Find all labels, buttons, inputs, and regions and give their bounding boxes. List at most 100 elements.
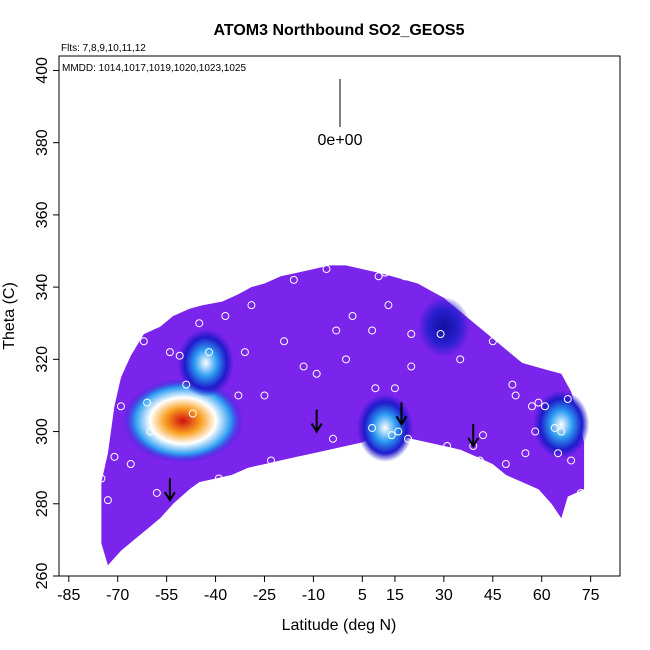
data-point <box>521 449 530 458</box>
data-point <box>368 423 377 432</box>
y-tick-label: 300 <box>34 418 51 445</box>
data-point <box>407 362 416 371</box>
data-point <box>576 488 585 497</box>
x-tick-label: 60 <box>533 587 551 604</box>
hotspot-4 <box>417 296 470 357</box>
data-point <box>554 449 563 458</box>
data-point <box>312 369 321 378</box>
arrow-3 <box>467 424 480 448</box>
data-point <box>139 337 148 346</box>
data-point <box>267 456 276 465</box>
data-point <box>143 398 152 407</box>
data-point <box>436 330 445 339</box>
y-axis-title: Theta (C) <box>1 282 18 350</box>
data-point <box>152 488 161 497</box>
data-point <box>280 337 289 346</box>
data-point <box>384 301 393 310</box>
hotspot-0 <box>122 378 243 463</box>
x-tick-label: -10 <box>302 587 325 604</box>
data-point <box>289 275 298 284</box>
data-point <box>332 326 341 335</box>
data-point <box>371 384 380 393</box>
x-tick-label: -85 <box>57 587 80 604</box>
data-point <box>221 312 230 320</box>
data-point <box>390 384 399 393</box>
data-point <box>537 355 546 364</box>
data-point <box>165 348 174 357</box>
x-axis: -85 -70 -55 -40 -25 -10 5 15 30 45 60 75 <box>57 576 600 604</box>
data-point <box>443 442 452 450</box>
data-point <box>126 460 135 469</box>
x-tick-label: -70 <box>106 587 129 604</box>
data-point <box>260 391 269 400</box>
arrow-2 <box>395 402 408 427</box>
chart-title: ATOM3 Northbound SO2_GEOS5 <box>214 22 465 39</box>
y-tick-label: 320 <box>34 346 51 373</box>
heatmap-field <box>101 265 590 566</box>
data-point <box>459 452 468 461</box>
data-point <box>527 402 536 411</box>
data-point <box>426 279 435 288</box>
data-point <box>479 431 488 440</box>
x-axis-title: Latitude (deg N) <box>282 617 397 634</box>
data-point <box>328 434 337 443</box>
data-point <box>403 434 412 443</box>
data-point <box>195 319 204 328</box>
data-point <box>175 351 184 360</box>
data-point <box>475 456 484 465</box>
plot-frame <box>58 55 621 577</box>
data-point <box>567 456 576 465</box>
observation-points <box>97 265 585 505</box>
data-point <box>110 452 119 461</box>
data-point <box>381 268 390 277</box>
y-tick-label: 280 <box>34 490 51 517</box>
x-tick-label: 30 <box>435 587 453 604</box>
hotspot-3 <box>533 390 590 459</box>
data-point <box>231 474 240 483</box>
data-point <box>534 398 543 407</box>
data-point <box>540 402 549 411</box>
data-point <box>557 427 566 436</box>
data-point <box>368 326 377 335</box>
data-point <box>488 337 497 346</box>
data-point <box>234 391 243 400</box>
hotspot-1 <box>177 328 234 397</box>
data-point <box>348 312 357 320</box>
x-tick-label: 15 <box>386 587 404 604</box>
data-point <box>182 380 191 389</box>
x-tick-label: 75 <box>582 587 600 604</box>
data-point <box>116 402 125 411</box>
data-point <box>103 496 112 505</box>
data-point <box>508 380 517 389</box>
flight-arrows <box>164 402 480 503</box>
data-point <box>400 272 409 281</box>
data-point <box>501 460 510 469</box>
data-point <box>240 348 249 357</box>
y-tick-label: 340 <box>34 274 51 301</box>
x-tick-label: -55 <box>155 587 178 604</box>
data-point <box>387 431 396 440</box>
data-point <box>456 355 465 364</box>
dates-annotation: MMDD: 1014,1017,1019,1020,1023,1025 <box>62 63 246 74</box>
data-point <box>394 427 403 436</box>
y-tick-label: 260 <box>34 563 51 590</box>
data-point <box>563 395 572 404</box>
data-point <box>407 330 416 339</box>
data-point <box>511 391 520 400</box>
data-point <box>322 265 331 274</box>
hotspot-2 <box>357 393 414 462</box>
data-point <box>531 427 540 436</box>
x-tick-label: -25 <box>253 587 276 604</box>
scale-value-label: 0e+00 <box>318 132 363 149</box>
data-point <box>299 362 308 371</box>
y-tick-label: 360 <box>34 201 51 228</box>
flights-annotation: Flts: 7,8,9,10,11,12 <box>61 43 146 54</box>
y-tick-label: 400 <box>34 57 51 84</box>
data-point <box>550 423 559 432</box>
x-tick-label: 45 <box>484 587 502 604</box>
x-tick-label: 5 <box>358 587 367 604</box>
x-tick-label: -40 <box>204 587 227 604</box>
data-point <box>374 272 383 281</box>
data-point <box>188 409 197 418</box>
